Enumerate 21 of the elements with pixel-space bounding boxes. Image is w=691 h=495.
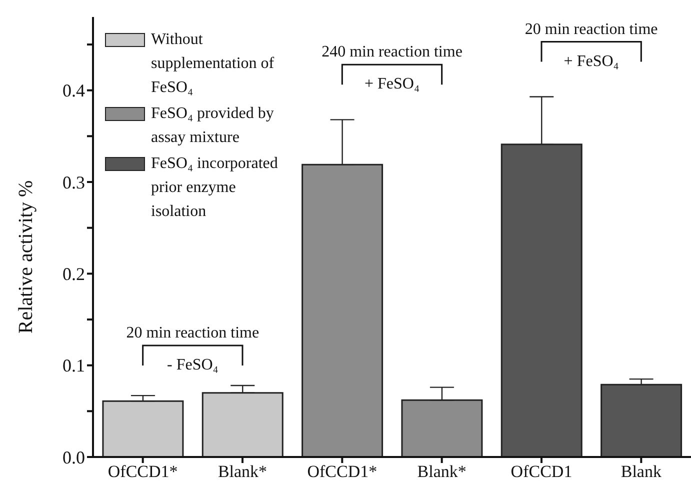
annotation: + FeSO₄ <box>564 52 620 70</box>
y-tick-label: 0.2 <box>62 264 85 284</box>
annotation: 240 min reaction time <box>322 44 462 61</box>
annotation: 20 min reaction time <box>126 324 260 342</box>
annotation: - FeSO₄ <box>166 356 219 374</box>
x-tick-label: OfCCD1* <box>307 462 378 482</box>
y-tick-label: 0.3 <box>62 172 85 192</box>
annotation: 20 min reaction time <box>524 20 658 38</box>
y-tick-label: 0.4 <box>62 80 85 101</box>
legend-label: FeSO₄ incorporated prior enzyme isolation <box>151 154 279 222</box>
x-tick-label: OfCCD1* <box>108 462 178 482</box>
y-tick-label: 0.0 <box>62 447 85 468</box>
x-tick-label: Blank* <box>417 462 466 482</box>
x-tick-label: Blank* <box>218 462 268 482</box>
legend-label: Without supplementation of FeSO₄ <box>151 30 276 98</box>
annotation: + FeSO₄ <box>364 76 420 93</box>
y-tick-label: 0.1 <box>62 356 85 376</box>
x-tick-label: OfCCD1 <box>510 462 572 482</box>
legend-label: FeSO₄ provided by assay mixture <box>151 104 275 148</box>
x-tick-label: Blank <box>620 462 662 482</box>
y-axis-title: Relative activity % <box>15 180 37 334</box>
